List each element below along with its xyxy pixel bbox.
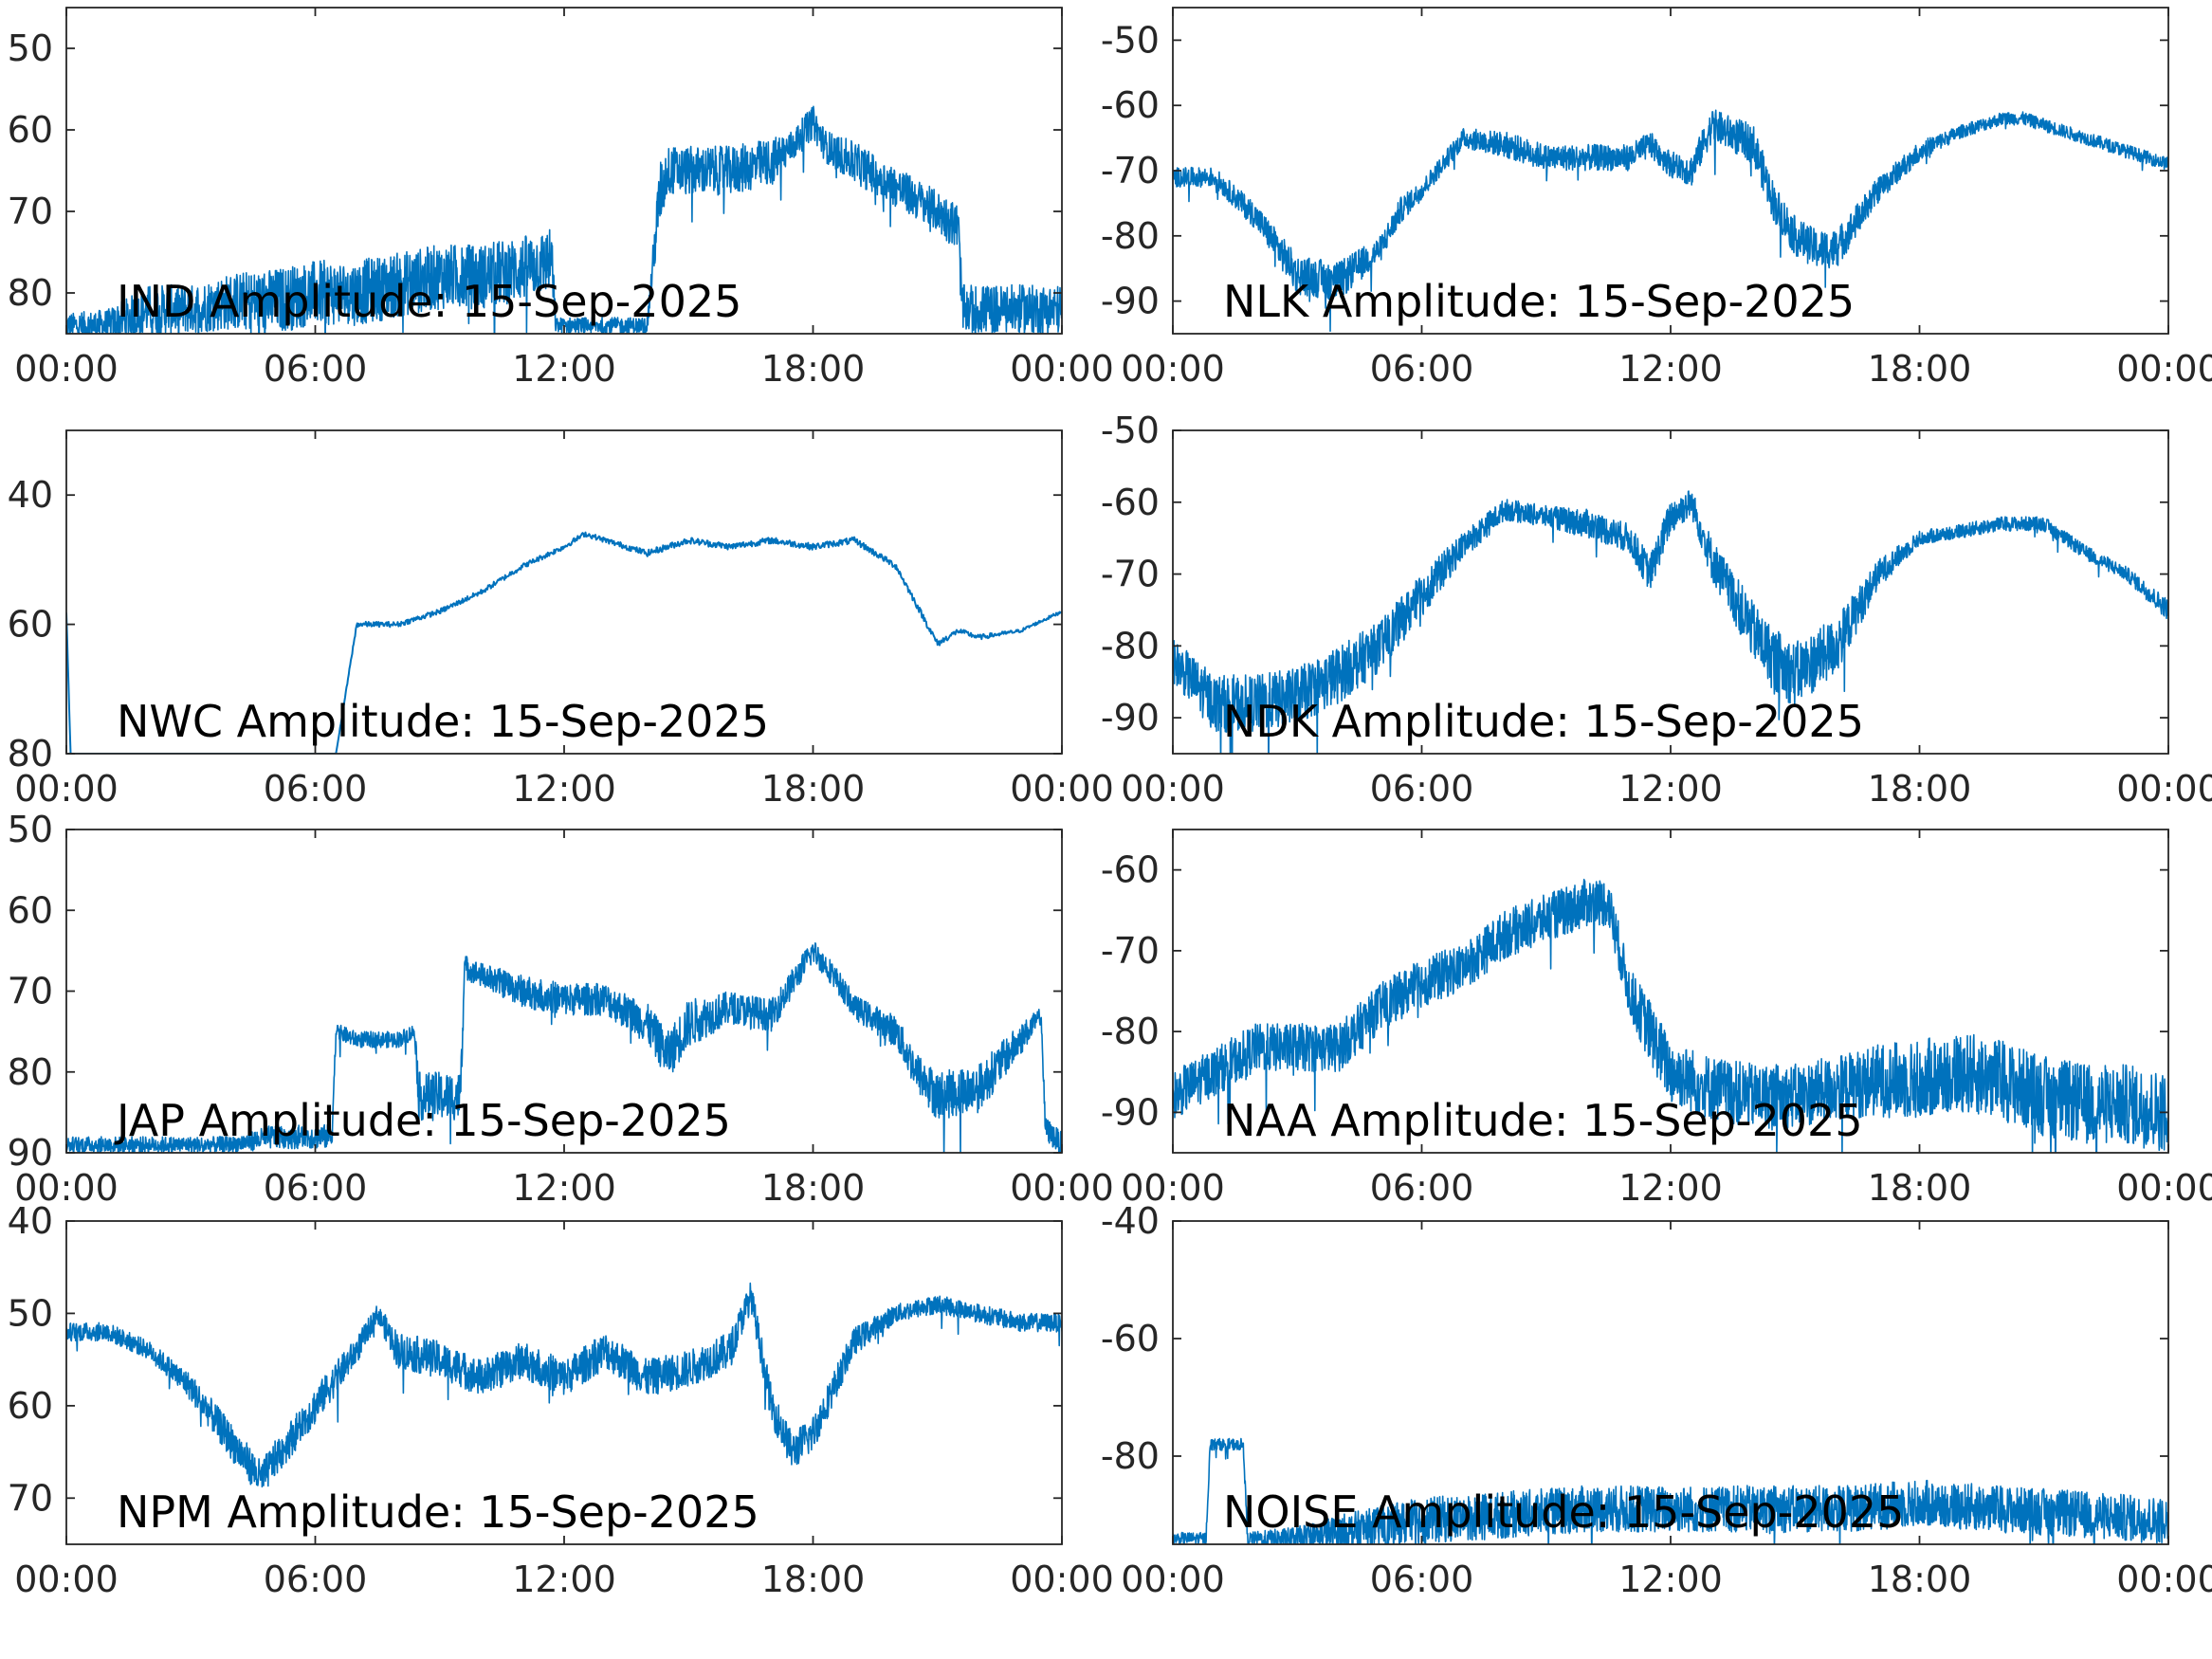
x-tick-label: 00:00 [14,1559,119,1600]
y-tick-label: 40 [8,474,53,516]
chart-title: NOISE Amplitude: 15-Sep-2025 [1223,1486,1904,1538]
x-tick-label: 18:00 [761,768,866,810]
x-tick-label: 06:00 [1370,1167,1474,1209]
x-tick-label: 00:00 [1121,1559,1225,1600]
x-tick-label: 00:00 [2116,348,2212,390]
y-tick-label: 80 [8,272,53,314]
chart-title: IND Amplitude: 15-Sep-2025 [117,276,741,327]
y-tick-label: 40 [8,1200,53,1242]
x-tick-label: 00:00 [1010,1559,1114,1600]
chart-panel: 00:00 06:00 12:00 18:00 00:00 -50 -60 -70 -80 -90… [1101,410,2212,810]
x-tick-label: 12:00 [1618,768,1723,810]
chart-panel: 00:00 06:00 12:00 18:00 00:00 -50 -60 -70 -80 -90… [1101,7,2212,390]
x-tick-label: 00:00 [2116,768,2212,810]
x-tick-label: 12:00 [512,1167,616,1209]
y-tick-label: -80 [1101,1435,1160,1477]
y-tick-label: -60 [1101,1318,1160,1359]
x-tick-label: 12:00 [1618,348,1723,390]
x-tick-label: 18:00 [761,1167,866,1209]
y-tick-label: -50 [1101,19,1160,61]
y-tick-label: 60 [8,1385,53,1427]
y-tick-label: 90 [8,1132,53,1174]
series-line [66,105,1062,334]
y-tick-label: -60 [1101,849,1160,891]
y-tick-label: -90 [1101,281,1160,322]
x-tick-label: 06:00 [264,768,368,810]
chart-panel: 00:00 06:00 12:00 18:00 00:00 50 60 70 80 90 JAP A… [8,809,1114,1209]
series-line [1173,109,2168,333]
y-tick-label: 70 [8,191,53,232]
x-tick-label: 18:00 [761,1559,866,1600]
y-tick-label: 60 [8,604,53,646]
chart-title: NPM Amplitude: 15-Sep-2025 [117,1486,759,1538]
y-tick-label: 70 [8,1477,53,1519]
x-tick-label: 12:00 [1618,1167,1723,1209]
x-tick-label: 06:00 [1370,1559,1474,1600]
x-tick-label: 18:00 [761,348,866,390]
chart-title: NLK Amplitude: 15-Sep-2025 [1223,276,1855,327]
x-tick-label: 00:00 [1010,768,1114,810]
x-tick-label: 12:00 [512,348,616,390]
x-tick-label: 18:00 [1868,768,1972,810]
x-tick-label: 00:00 [1121,348,1225,390]
chart-title: NAA Amplitude: 15-Sep-2025 [1223,1095,1863,1146]
chart-title: NWC Amplitude: 15-Sep-2025 [117,696,769,747]
x-tick-label: 00:00 [1010,348,1114,390]
chart-panel: 00:00 06:00 12:00 18:00 00:00 -60 -70 -80 -90 NAA… [1101,829,2212,1209]
chart-title: JAP Amplitude: 15-Sep-2025 [114,1095,731,1146]
x-tick-label: 00:00 [2116,1167,2212,1209]
y-tick-label: -60 [1101,482,1160,523]
x-tick-label: 00:00 [1010,1167,1114,1209]
x-tick-label: 12:00 [512,768,616,810]
chart-title: NDK Amplitude: 15-Sep-2025 [1223,696,1864,747]
chart-panel: 00:00 06:00 12:00 18:00 00:00 40 50 60 70 NPM Amp… [8,1200,1114,1600]
x-tick-label: 18:00 [1868,348,1972,390]
x-tick-label: 00:00 [1121,1167,1225,1209]
x-tick-label: 12:00 [1618,1559,1723,1600]
x-tick-label: 00:00 [2116,1559,2212,1600]
series-line [1173,878,2168,1153]
x-tick-label: 00:00 [14,348,119,390]
series-line [66,941,1062,1153]
y-tick-label: 50 [8,27,53,69]
y-tick-label: -50 [1101,410,1160,451]
y-tick-label: -80 [1101,1011,1160,1052]
y-tick-label: -90 [1101,1091,1160,1133]
x-tick-label: 12:00 [512,1559,616,1600]
series-line [1173,490,2168,754]
x-tick-label: 06:00 [1370,348,1474,390]
y-tick-label: -90 [1101,697,1160,738]
y-tick-label: 80 [8,1051,53,1093]
y-tick-label: -60 [1101,84,1160,126]
y-tick-label: 60 [8,889,53,931]
chart-panel: 00:00 06:00 12:00 18:00 00:00 50 60 70 80 IND Amp… [8,7,1114,390]
x-tick-label: 06:00 [264,1167,368,1209]
chart-panel: 00:00 06:00 12:00 18:00 00:00 -40 -60 -80 NOISE … [1101,1200,2212,1600]
y-tick-label: -80 [1101,625,1160,666]
x-tick-label: 06:00 [264,348,368,390]
y-tick-label: -70 [1101,930,1160,972]
y-tick-label: -80 [1101,215,1160,257]
y-tick-label: -70 [1101,554,1160,595]
y-tick-label: 80 [8,733,53,775]
y-tick-label: 50 [8,809,53,850]
series-line [1173,1437,2168,1544]
x-tick-label: 00:00 [14,1167,119,1209]
y-tick-label: 50 [8,1292,53,1334]
x-tick-label: 18:00 [1868,1167,1972,1209]
series-line [66,531,1062,754]
y-tick-label: 70 [8,971,53,1012]
x-tick-label: 00:00 [14,768,119,810]
y-tick-label: -40 [1101,1200,1160,1242]
x-tick-label: 00:00 [1121,768,1225,810]
chart-panel: 00:00 06:00 12:00 18:00 00:00 40 60 80 NWC Ampli… [8,429,1114,810]
series-line [66,1282,1062,1488]
x-tick-label: 06:00 [1370,768,1474,810]
y-tick-label: 60 [8,109,53,151]
x-tick-label: 18:00 [1868,1559,1972,1600]
x-tick-label: 06:00 [264,1559,368,1600]
y-tick-label: -70 [1101,150,1160,191]
